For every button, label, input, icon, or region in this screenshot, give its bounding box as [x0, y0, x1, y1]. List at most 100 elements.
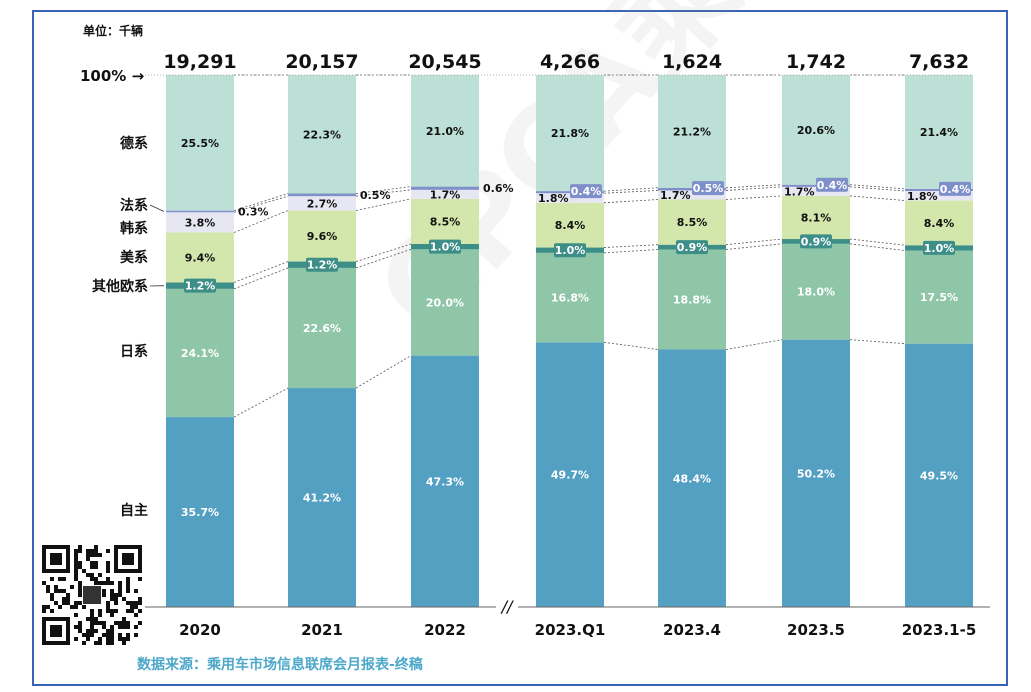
bar-dexi-2022 — [411, 75, 479, 187]
connector-line — [725, 243, 783, 250]
connector-line — [725, 195, 783, 200]
total-label: 1,624 — [662, 51, 722, 73]
bar-dexi-2023.5 — [782, 75, 850, 185]
legend-label-rixi: 日系 — [120, 343, 148, 360]
value-label: 17.5% — [920, 291, 958, 304]
bar-zizhu-2021 — [288, 388, 356, 607]
bar-meixi-2023.Q1 — [536, 202, 604, 248]
value-label: 0.5% — [693, 182, 724, 195]
label-bg — [554, 243, 586, 258]
label-bg — [429, 239, 461, 254]
bar-meixi-2023.4 — [658, 199, 726, 245]
value-label: 8.4% — [924, 217, 955, 230]
legend-label-dexi: 德系 — [120, 135, 148, 152]
bar-meixi-2022 — [411, 198, 479, 245]
value-label: 22.6% — [303, 322, 341, 335]
connector-line — [849, 195, 906, 201]
connector-line — [603, 190, 659, 194]
value-label: 48.4% — [673, 472, 711, 485]
value-label: 41.2% — [303, 492, 341, 505]
value-label: 8.1% — [801, 211, 832, 224]
value-label: 49.5% — [920, 469, 958, 482]
total-label: 20,157 — [285, 51, 358, 73]
value-label: 0.9% — [801, 235, 832, 248]
bar-zizhu-2023.1-5 — [905, 343, 973, 607]
value-label: 1.0% — [430, 241, 461, 254]
bar-rixi-2023.5 — [782, 243, 850, 340]
value-label: 8.4% — [555, 219, 586, 232]
connector-line — [603, 199, 659, 204]
value-label: 1.7% — [660, 189, 691, 202]
label-bg — [923, 240, 955, 255]
qr-code-icon — [42, 545, 142, 645]
connector-line — [233, 193, 289, 212]
value-label: 18.0% — [797, 286, 835, 299]
axis-break: // — [500, 597, 514, 616]
value-label: 47.3% — [426, 475, 464, 488]
label-bg — [676, 240, 708, 255]
value-label: 0.6% — [483, 182, 514, 195]
label-bg — [570, 184, 602, 199]
bar-hanxi-2022 — [411, 189, 479, 199]
bar-meixi-2023.1-5 — [905, 200, 973, 246]
connector-line — [355, 248, 412, 269]
value-label: 1.8% — [538, 192, 569, 205]
connector-line — [725, 238, 783, 246]
bar-meixi-2023.5 — [782, 195, 850, 240]
x-tick-label: 2023.5 — [787, 621, 845, 639]
connector-line — [725, 339, 783, 350]
value-label: 21.4% — [920, 126, 958, 139]
value-label: 0.3% — [238, 205, 269, 218]
x-tick-label: 2023.Q1 — [535, 621, 606, 639]
bar-faxi-2021 — [288, 193, 356, 197]
connector-line — [849, 339, 906, 345]
legend-label-hanxi: 韩系 — [120, 220, 148, 237]
connector-line — [849, 243, 906, 251]
connector-line — [725, 186, 783, 191]
label-bg — [939, 181, 971, 196]
connector-line — [849, 238, 906, 246]
bar-dexi-2023.1-5 — [905, 75, 973, 189]
bar-rixi-2023.1-5 — [905, 250, 973, 344]
data-source: 数据来源：乘用车市场信息联席会月报表-终稿 — [137, 657, 423, 673]
total-label: 1,742 — [786, 51, 846, 73]
bar-faxi-2022 — [411, 186, 479, 190]
bar-faxi-2020 — [166, 210, 234, 213]
value-label: 1.0% — [924, 242, 955, 255]
bar-rixi-2022 — [411, 249, 479, 356]
value-label: 35.7% — [181, 506, 219, 519]
label-bg — [306, 257, 338, 272]
bar-hanxi-2023.4 — [658, 190, 726, 200]
connector-line — [603, 244, 659, 248]
connector-line — [355, 186, 412, 194]
label-bg — [800, 234, 832, 249]
value-label: 0.5% — [360, 189, 391, 202]
total-label: 4,266 — [540, 51, 600, 73]
value-label: 50.2% — [797, 467, 835, 480]
bar-zizhu-2023.Q1 — [536, 342, 604, 607]
value-label: 18.8% — [673, 294, 711, 307]
bar-meixi-2021 — [288, 210, 356, 262]
bar-hanxi-2023.5 — [782, 186, 850, 196]
value-label: 1.2% — [307, 259, 338, 272]
bar-hanxi-2023.Q1 — [536, 193, 604, 203]
bar-zizhu-2023.5 — [782, 339, 850, 607]
connector-line — [233, 261, 289, 283]
value-label: 20.0% — [426, 296, 464, 309]
x-tick-label: 2022 — [424, 621, 466, 639]
x-tick-label: 2020 — [179, 621, 221, 639]
value-label: 0.9% — [677, 241, 708, 254]
legend-label-zizhu: 自主 — [120, 502, 148, 519]
value-label: 21.2% — [673, 125, 711, 138]
bar-rixi-2021 — [288, 267, 356, 389]
bar-zizhu-2023.4 — [658, 349, 726, 607]
x-tick-label: 2023.1-5 — [902, 621, 977, 639]
bar-zizhu-2020 — [166, 417, 234, 607]
connector-line — [233, 267, 289, 290]
connector-line — [603, 187, 659, 192]
bar-hanxi-2023.1-5 — [905, 190, 973, 201]
connector-line — [355, 355, 412, 389]
bar-rixi-2020 — [166, 288, 234, 418]
value-label: 1.7% — [430, 188, 461, 201]
